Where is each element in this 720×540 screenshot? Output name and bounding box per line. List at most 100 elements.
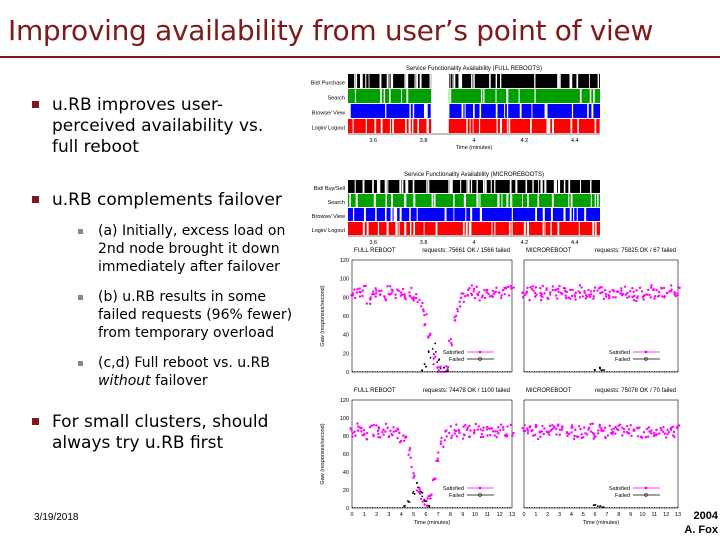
availability-gap xyxy=(452,74,454,88)
availability-gap xyxy=(571,194,573,207)
satisfied-point xyxy=(439,365,442,368)
satisfied-point xyxy=(396,428,400,431)
satisfied-point xyxy=(596,289,599,292)
scatter-title: MICROREBOOT xyxy=(526,248,572,254)
legend-failed-marker xyxy=(644,357,648,361)
satisfied-point xyxy=(593,286,597,289)
scatter-xtick-label: 13 xyxy=(509,512,515,518)
scatter-frame xyxy=(523,399,679,509)
availability-tick-label: 4 xyxy=(472,138,475,144)
availability-row-band xyxy=(348,119,600,133)
satisfied-point xyxy=(597,429,600,432)
availability-gap xyxy=(377,222,380,235)
satisfied-point xyxy=(392,430,396,433)
scatter-ytick-label: 100 xyxy=(340,416,349,422)
satisfied-point xyxy=(532,289,535,292)
availability-gap xyxy=(563,208,566,221)
failed-point xyxy=(594,369,596,371)
satisfied-point xyxy=(353,430,356,433)
availability-gap xyxy=(472,119,474,133)
satisfied-point xyxy=(408,447,412,450)
availability-gap xyxy=(390,74,394,88)
satisfied-point xyxy=(432,357,435,360)
satisfied-point xyxy=(495,286,498,289)
satisfied-point xyxy=(543,292,546,295)
satisfied-point xyxy=(436,366,439,369)
availability-gap xyxy=(522,194,523,207)
satisfied-point xyxy=(503,292,506,296)
satisfied-point xyxy=(371,433,375,437)
satisfied-point xyxy=(440,436,443,440)
satisfied-point xyxy=(501,288,505,292)
availability-gap xyxy=(544,104,547,118)
scatter-ytick-label: 40 xyxy=(343,470,349,476)
availability-gap xyxy=(532,180,534,193)
availability-gap xyxy=(544,222,546,235)
availability-gap xyxy=(595,222,597,235)
satisfied-point xyxy=(457,428,460,432)
satisfied-point xyxy=(504,434,508,437)
satisfied-point xyxy=(462,425,465,428)
satisfied-point xyxy=(647,288,650,292)
satisfied-point xyxy=(495,435,498,439)
availability-gap xyxy=(453,194,455,207)
satisfied-point xyxy=(502,428,505,431)
satisfied-point xyxy=(397,289,400,293)
satisfied-point xyxy=(583,291,586,294)
satisfied-point xyxy=(655,288,658,292)
satisfied-point xyxy=(368,425,372,429)
satisfied-point xyxy=(645,427,649,431)
availability-row-band xyxy=(348,194,600,207)
scatter-xtick-label: 1 xyxy=(363,512,366,518)
scatter-ytick-label: 60 xyxy=(343,314,349,320)
legend-failed-label: Failed xyxy=(449,493,464,499)
satisfied-point xyxy=(453,316,456,319)
satisfied-point xyxy=(583,426,586,429)
satisfied-point xyxy=(621,434,624,437)
satisfied-point xyxy=(386,285,389,288)
satisfied-point xyxy=(626,291,629,295)
satisfied-point xyxy=(608,424,611,427)
footer-date: 3/19/2018 xyxy=(34,512,79,523)
satisfied-point xyxy=(570,294,574,298)
satisfied-point xyxy=(511,434,514,438)
satisfied-point xyxy=(429,332,432,336)
availability-gap xyxy=(592,222,595,235)
scatter-xlabel: Time (minutes) xyxy=(583,520,620,526)
availability-gap xyxy=(504,104,506,118)
availability-row-label: Search xyxy=(328,200,345,206)
availability-gap xyxy=(499,74,502,88)
satisfied-point xyxy=(394,293,397,296)
availability-gap xyxy=(541,180,543,193)
satisfied-point xyxy=(480,432,483,436)
satisfied-point xyxy=(533,433,537,437)
satisfied-point xyxy=(409,294,412,298)
sub-bullet-marker xyxy=(78,361,83,366)
availability-gap xyxy=(508,119,511,133)
availability-gap xyxy=(544,180,547,193)
satisfied-point xyxy=(658,432,661,435)
satisfied-point xyxy=(462,300,466,304)
satisfied-point xyxy=(650,429,653,432)
satisfied-point xyxy=(574,291,577,295)
satisfied-point xyxy=(669,428,673,432)
scatter-ytick-label: 40 xyxy=(343,333,349,339)
failed-point xyxy=(438,358,441,361)
satisfied-point xyxy=(413,474,416,477)
satisfied-point xyxy=(558,428,562,431)
corner-year: 2004 xyxy=(693,510,718,522)
satisfied-point xyxy=(398,431,401,435)
satisfied-point xyxy=(645,293,648,296)
satisfied-point xyxy=(551,423,554,427)
satisfied-point xyxy=(647,426,651,429)
satisfied-point xyxy=(632,429,635,432)
satisfied-point xyxy=(673,293,676,296)
satisfied-point xyxy=(526,286,529,290)
satisfied-point xyxy=(636,295,639,298)
satisfied-point xyxy=(372,293,376,296)
satisfied-point xyxy=(510,286,513,290)
availability-gap xyxy=(404,74,406,88)
satisfied-point xyxy=(391,290,394,293)
availability-gap xyxy=(589,89,592,103)
satisfied-point xyxy=(614,432,617,435)
